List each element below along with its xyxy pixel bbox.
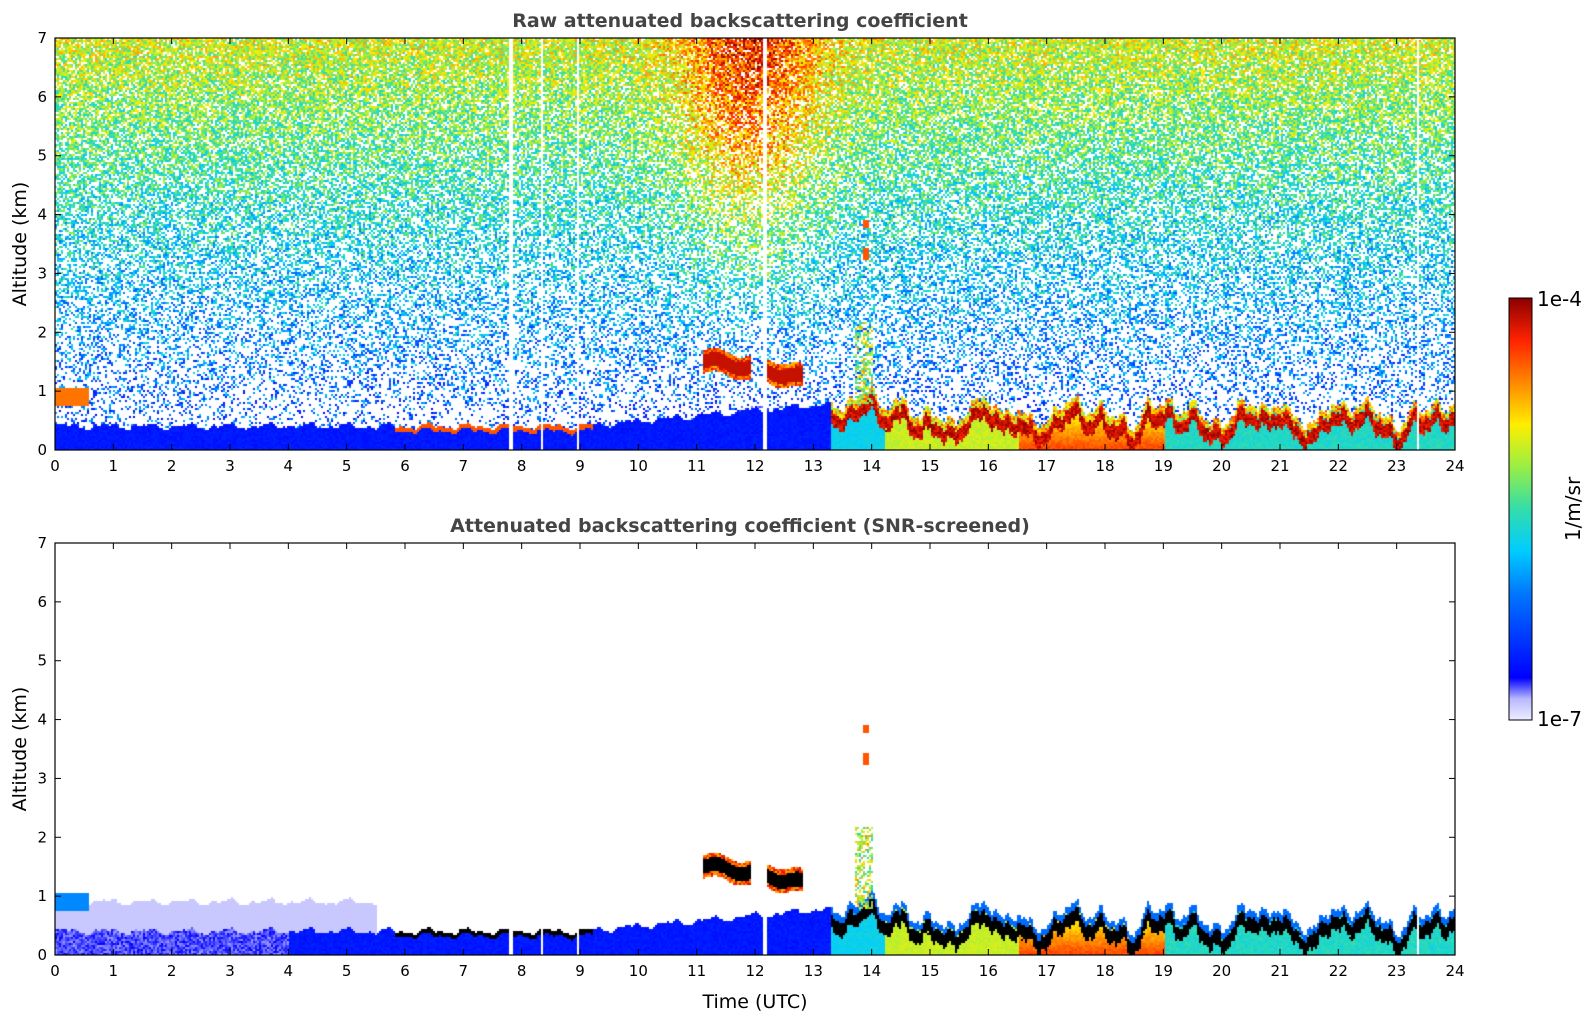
- x-tick-label: 0: [50, 457, 60, 475]
- heatmap-image: [55, 38, 1455, 450]
- x-tick-label: 16: [979, 962, 998, 980]
- x-tick-label: 5: [342, 962, 352, 980]
- x-tick-label: 6: [400, 962, 410, 980]
- y-ticks: 0 1 2 3 4 5 6 7: [37, 29, 1455, 459]
- chart-title: Attenuated backscattering coefficient (S…: [450, 515, 1030, 537]
- x-tick-label: 23: [1387, 962, 1406, 980]
- x-ticks: 0 1 2 3 4 5 6 7 8 9 10 11 12 13 14 15 16 17 18 19 20 21 22 23 24: [50, 38, 1465, 475]
- y-tick-label: 0: [37, 946, 47, 964]
- x-tick-label: 2: [167, 962, 177, 980]
- x-tick-label: 3: [225, 457, 235, 475]
- x-tick-label: 15: [920, 962, 939, 980]
- x-tick-label: 8: [517, 457, 527, 475]
- x-tick-label: 20: [1212, 457, 1231, 475]
- x-tick-label: 16: [979, 457, 998, 475]
- y-tick-label: 0: [37, 441, 47, 459]
- x-tick-label: 20: [1212, 962, 1231, 980]
- y-tick-label: 4: [37, 711, 47, 729]
- x-ticks: 0 1 2 3 4 5 6 7 8 9 10 11 12 13 14 15 16 17 18 19 20 21 22 23 24: [50, 543, 1465, 980]
- colorbar-gradient: [1508, 297, 1533, 721]
- heatmap-snr-screened: [55, 543, 1455, 955]
- y-tick-label: 2: [37, 323, 47, 341]
- x-axis-label: Time (UTC): [701, 991, 807, 1013]
- x-tick-label: 19: [1154, 457, 1173, 475]
- y-tick-label: 2: [37, 828, 47, 846]
- x-tick-label: 24: [1445, 962, 1464, 980]
- heatmap-raw: [55, 38, 1455, 450]
- y-tick-label: 6: [37, 593, 47, 611]
- x-tick-label: 24: [1445, 457, 1464, 475]
- x-tick-label: 17: [1037, 457, 1056, 475]
- colorbar: 1e-4 1e-7 1/m/sr: [1508, 287, 1585, 731]
- y-tick-label: 7: [37, 29, 47, 47]
- panel-raw: Raw attenuated backscattering coefficien…: [9, 10, 1465, 475]
- colorbar-min-label: 1e-7: [1537, 707, 1582, 731]
- x-tick-label: 17: [1037, 962, 1056, 980]
- x-tick-label: 18: [1095, 457, 1114, 475]
- x-tick-label: 19: [1154, 962, 1173, 980]
- x-tick-label: 7: [459, 962, 469, 980]
- x-tick-label: 22: [1329, 962, 1348, 980]
- y-tick-label: 6: [37, 88, 47, 106]
- x-tick-label: 8: [517, 962, 527, 980]
- x-tick-label: 2: [167, 457, 177, 475]
- y-ticks: 0 1 2 3 4 5 6 7: [37, 534, 1455, 964]
- y-axis-label: Altitude (km): [9, 687, 31, 812]
- x-tick-label: 4: [284, 962, 294, 980]
- colorbar-unit-label: 1/m/sr: [1561, 476, 1585, 541]
- x-tick-label: 1: [109, 962, 119, 980]
- x-tick-label: 3: [225, 962, 235, 980]
- y-tick-label: 5: [37, 147, 47, 165]
- x-tick-label: 10: [629, 457, 648, 475]
- y-tick-label: 1: [37, 382, 47, 400]
- x-tick-label: 21: [1270, 962, 1289, 980]
- colorbar-max-label: 1e-4: [1537, 287, 1582, 311]
- x-tick-label: 13: [804, 457, 823, 475]
- x-tick-label: 12: [745, 962, 764, 980]
- x-tick-label: 10: [629, 962, 648, 980]
- x-tick-label: 18: [1095, 962, 1114, 980]
- x-tick-label: 7: [459, 457, 469, 475]
- x-tick-label: 13: [804, 962, 823, 980]
- y-tick-label: 3: [37, 769, 47, 787]
- y-tick-label: 3: [37, 264, 47, 282]
- x-tick-label: 4: [284, 457, 294, 475]
- y-tick-label: 4: [37, 206, 47, 224]
- chart-title: Raw attenuated backscattering coefficien…: [512, 10, 968, 32]
- x-tick-label: 14: [862, 962, 881, 980]
- heatmap-image: [55, 543, 1455, 955]
- x-tick-label: 11: [687, 457, 706, 475]
- x-tick-label: 11: [687, 962, 706, 980]
- x-tick-label: 15: [920, 457, 939, 475]
- x-tick-label: 14: [862, 457, 881, 475]
- x-tick-label: 0: [50, 962, 60, 980]
- x-tick-label: 22: [1329, 457, 1348, 475]
- y-tick-label: 7: [37, 534, 47, 552]
- x-tick-label: 9: [575, 457, 585, 475]
- x-tick-label: 21: [1270, 457, 1289, 475]
- x-tick-label: 23: [1387, 457, 1406, 475]
- x-tick-label: 6: [400, 457, 410, 475]
- x-tick-label: 12: [745, 457, 764, 475]
- y-tick-label: 5: [37, 652, 47, 670]
- x-tick-label: 9: [575, 962, 585, 980]
- y-tick-label: 1: [37, 887, 47, 905]
- x-tick-label: 1: [109, 457, 119, 475]
- y-axis-label: Altitude (km): [9, 182, 31, 307]
- panel-snr-screened: Attenuated backscattering coefficient (S…: [9, 515, 1465, 1013]
- x-tick-label: 5: [342, 457, 352, 475]
